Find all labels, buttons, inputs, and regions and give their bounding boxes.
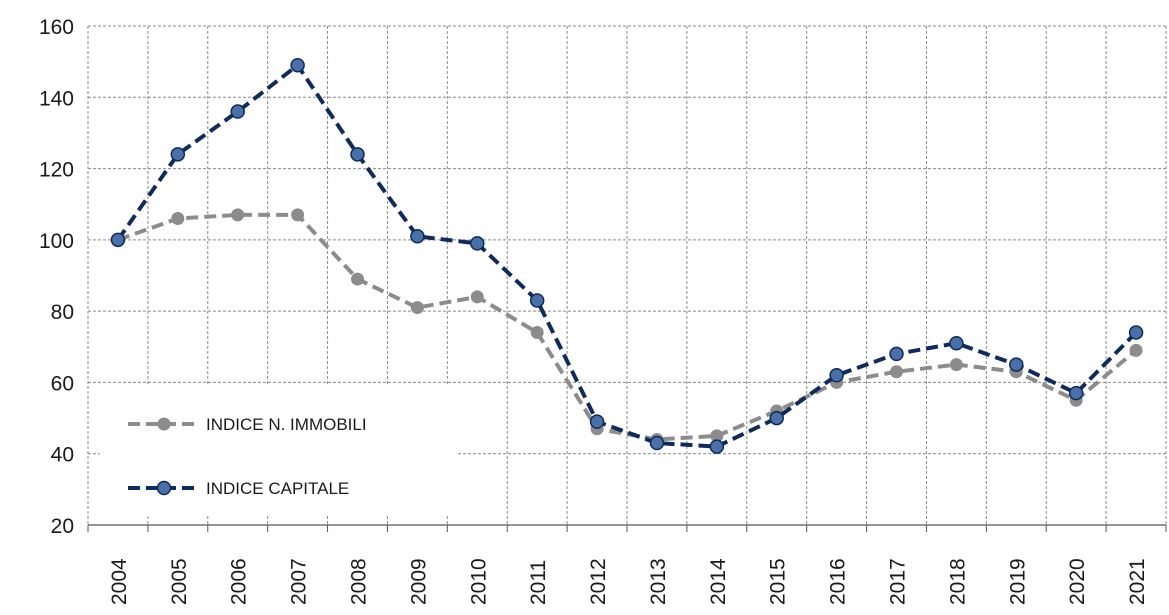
- point: [710, 429, 724, 443]
- x-tick-label: 2021: [1126, 558, 1149, 605]
- y-tick-label: 20: [51, 515, 74, 538]
- x-tick-label: 2008: [348, 558, 371, 605]
- legend-label: INDICE N. IMMOBILI: [206, 415, 367, 434]
- point: [290, 57, 305, 73]
- point: [649, 435, 665, 451]
- series-line: [117, 212, 1138, 442]
- legend-label: INDICE CAPITALE: [206, 479, 349, 498]
- legend-marker: [156, 480, 172, 496]
- point: [470, 290, 484, 304]
- point: [890, 365, 903, 379]
- point: [470, 236, 485, 251]
- x-tick-label: 2018: [946, 558, 969, 605]
- x-tick-label: 2016: [827, 558, 850, 605]
- point: [170, 147, 186, 162]
- y-tick-label: 100: [39, 230, 74, 253]
- x-tick-label: 2019: [1006, 558, 1029, 605]
- point: [410, 229, 425, 244]
- x-tick-label: 2011: [527, 560, 550, 605]
- x-tick-label: 2004: [108, 558, 131, 605]
- point: [529, 293, 545, 308]
- y-tick-label: 140: [39, 87, 74, 110]
- point: [410, 301, 424, 315]
- x-tick-label: 2006: [228, 558, 251, 605]
- point: [829, 368, 844, 383]
- point: [1128, 325, 1144, 340]
- point: [231, 208, 245, 222]
- series-line: [116, 62, 1138, 449]
- point: [1009, 357, 1024, 372]
- point: [1068, 385, 1084, 401]
- point: [110, 232, 126, 248]
- point: [291, 208, 305, 222]
- point: [350, 147, 365, 162]
- point: [351, 272, 364, 286]
- point: [589, 414, 605, 429]
- point: [709, 439, 725, 454]
- point: [171, 211, 185, 225]
- x-tick-label: 2009: [407, 558, 430, 605]
- point: [530, 326, 544, 340]
- y-tick-label: 60: [51, 372, 74, 395]
- y-tick-label: 40: [51, 444, 74, 467]
- point: [230, 104, 245, 119]
- point: [949, 335, 964, 351]
- x-tick-label: 2020: [1066, 558, 1089, 605]
- x-tick-label: 2007: [288, 558, 311, 605]
- legend-box: [100, 386, 456, 516]
- point: [1129, 343, 1143, 357]
- x-tick-label: 2014: [707, 558, 730, 605]
- x-tick-label: 2017: [887, 558, 910, 605]
- y-tick-label: 120: [39, 159, 74, 182]
- x-tick-label: 2010: [467, 558, 490, 605]
- x-tick-label: 2015: [767, 558, 790, 605]
- legend-marker: [157, 417, 171, 431]
- x-tick-label: 2013: [647, 558, 670, 605]
- legend: INDICE N. IMMOBILI INDICE CAPITALE: [100, 386, 456, 516]
- point: [769, 410, 784, 426]
- x-tick-label: 2012: [587, 558, 610, 605]
- y-tick-label: 80: [51, 301, 74, 324]
- point: [949, 358, 963, 372]
- y-tick-label: 160: [39, 16, 74, 39]
- point: [889, 346, 904, 362]
- x-tick-label: 2005: [168, 558, 191, 605]
